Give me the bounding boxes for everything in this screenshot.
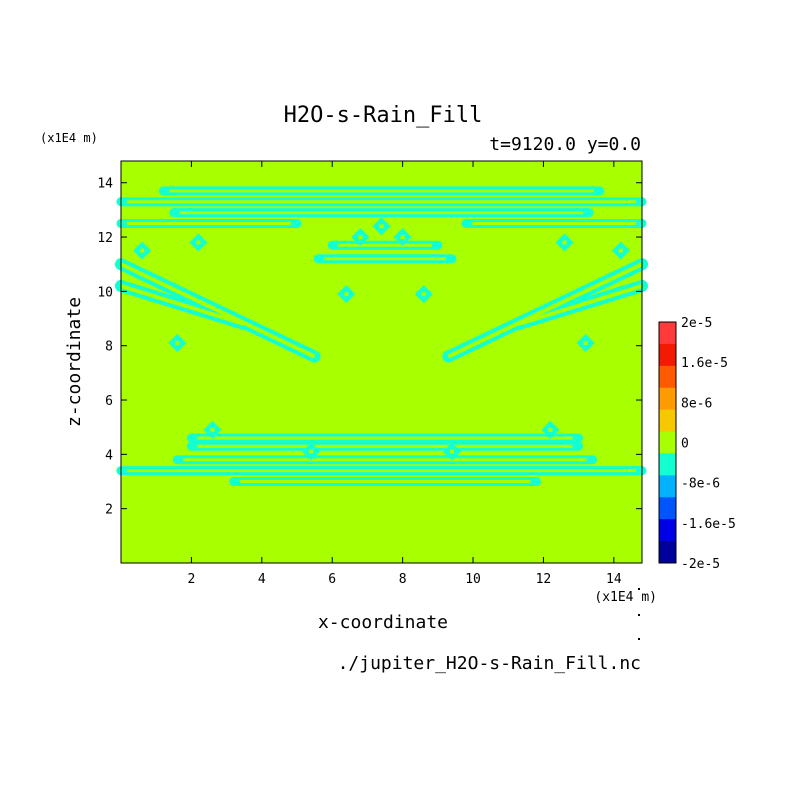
x-tick-label: 6 — [328, 572, 336, 587]
chart-subtitle: t=9120.0 y=0.0 — [489, 134, 641, 155]
pattern-diagonal-core — [120, 284, 245, 326]
colorbar-swatch — [659, 387, 676, 411]
colorbar-swatch — [659, 431, 676, 454]
x-tick-label: 8 — [399, 572, 407, 587]
marker-dots — [638, 588, 640, 640]
pattern-diamond-core — [309, 449, 314, 454]
y-tick-label: 4 — [105, 448, 113, 463]
pattern-diamond-core — [210, 427, 215, 432]
plot-frame — [120, 160, 643, 564]
colorbar: 2e-5 1.6e-5 8e-6 0 -8e-6 -1.6e-5 -2e-5 — [658, 316, 736, 572]
colorbar-swatch — [659, 497, 676, 520]
pattern-diagonal-core — [120, 262, 316, 359]
y-tick-label: 14 — [97, 177, 113, 192]
x-axis-ticks: 2 4 6 8 10 12 14 — [187, 161, 622, 587]
colorbar-label: 1.6e-5 — [681, 356, 728, 371]
colorbar-swatch — [659, 541, 676, 564]
colorbar-swatch — [659, 519, 676, 542]
colorbar-label: -1.6e-5 — [681, 517, 736, 532]
pattern-diamond-core — [196, 240, 201, 245]
x-unit-label: (x1E4 m) — [594, 590, 657, 605]
pattern-diamond-core — [379, 224, 384, 229]
colorbar-label: 8e-6 — [681, 396, 712, 411]
pattern-diamond-core — [449, 449, 454, 454]
colorbar-frame — [658, 321, 677, 564]
y-tick-label: 10 — [97, 285, 113, 300]
colorbar-swatch — [659, 322, 676, 345]
colorbar-swatch — [659, 343, 676, 367]
y-axis-ticks: 2 4 6 8 10 12 14 — [97, 177, 642, 518]
colorbar-swatch — [659, 365, 676, 389]
x-tick-label: 14 — [606, 572, 622, 587]
y-tick-label: 2 — [105, 503, 113, 518]
marker-dot — [638, 614, 640, 616]
colorbar-swatch — [659, 453, 676, 476]
y-unit-label: (x1E4 m) — [40, 131, 98, 145]
marker-dot — [638, 638, 640, 640]
x-axis-label: x-coordinate — [318, 612, 448, 633]
pattern-diamond-core — [421, 292, 426, 297]
colorbar-label: -8e-6 — [681, 477, 720, 492]
pattern-diamond-core — [358, 235, 363, 240]
y-tick-label: 12 — [97, 231, 113, 246]
x-tick-label: 10 — [465, 572, 481, 587]
pattern-diamond-core — [548, 427, 553, 432]
pattern-diamond-core — [618, 248, 623, 253]
x-tick-label: 2 — [187, 572, 195, 587]
pattern-diamond-core — [140, 248, 145, 253]
colorbar-swatch — [659, 475, 676, 498]
colorbar-swatch — [659, 409, 676, 433]
pattern-diagonal-core — [518, 284, 643, 326]
pattern-diamond-core — [583, 340, 588, 345]
pattern-diamond-core — [562, 240, 567, 245]
y-axis-label: z-coordinate — [64, 297, 85, 427]
colorbar-label: 2e-5 — [681, 316, 712, 331]
marker-dot — [638, 588, 640, 590]
colorbar-label: 0 — [681, 437, 689, 452]
x-tick-label: 4 — [258, 572, 266, 587]
chart-title: H2O-s-Rain_Fill — [284, 103, 483, 128]
x-tick-label: 12 — [536, 572, 552, 587]
y-tick-label: 6 — [105, 394, 113, 409]
y-tick-label: 8 — [105, 340, 113, 355]
pattern-diamond-core — [344, 292, 349, 297]
source-file-label: ./jupiter_H2O-s-Rain_Fill.nc — [338, 653, 641, 674]
plot-pattern — [115, 186, 648, 487]
pattern-diamond-core — [175, 340, 180, 345]
pattern-diagonal-core — [447, 262, 643, 359]
colorbar-label: -2e-5 — [681, 557, 720, 572]
pattern-diamond-core — [400, 235, 405, 240]
